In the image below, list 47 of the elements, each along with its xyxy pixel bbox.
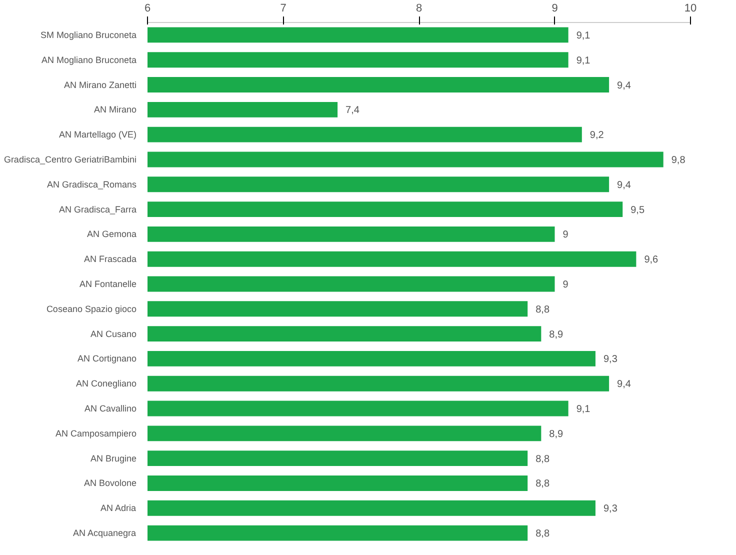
data-label: 9,1 [576,404,591,416]
y-tick-label: AN Brugine [90,453,137,464]
data-label: 9,3 [603,354,618,366]
data-label: 9,2 [590,130,604,142]
data-label: 8,8 [536,478,550,490]
x-tick-label: 8 [416,2,422,14]
y-tick-label: AN Frascada [84,254,137,264]
data-label: 8,8 [536,454,550,465]
data-label: 9,6 [644,254,659,266]
data-label: 8,8 [536,304,550,316]
y-tick-label: AN Acquanegra [72,528,136,538]
y-tick-label: AN Conegliano [76,378,137,389]
y-tick-label: AN Camposampiero [55,428,136,438]
data-label: 9,3 [603,504,618,515]
data-label: 9 [562,280,569,290]
data-label: 9,1 [576,55,591,66]
data-label: 9,8 [671,154,686,166]
y-tick-label: AN Mirano Zanetti [64,80,137,90]
data-label: 9,4 [617,180,632,191]
y-tick-label: AN Gemona [86,229,137,240]
y-tick-label: AN Fontanelle [79,279,137,289]
y-tick-label: Coseano Spazio gioco [46,304,136,314]
data-label: 9 [562,230,569,241]
y-tick-label: AN Gradisca_Farra [58,204,137,214]
y-tick-label: AN Bovolone [84,478,137,488]
y-tick-label: Gradisca_Centro GeriatriBambini [4,154,137,164]
x-tick-label: 7 [280,2,286,14]
y-tick-label: AN Cortignano [77,354,137,364]
x-tick-label: 10 [684,2,697,14]
y-tick-label: AN Martellago (VE) [58,130,137,140]
y-tick-label: AN Mogliano Bruconeta [41,54,137,65]
data-label: 9,4 [617,379,632,390]
y-tick-label: AN Cusano [90,328,137,339]
y-tick-label: SM Mogliano Bruconeta [40,30,137,40]
data-label: 9,4 [617,80,632,92]
y-tick-label: AN Gradisca_Romans [46,179,137,190]
x-tick-label: 9 [552,2,558,14]
x-tick-label: 6 [144,2,151,14]
y-tick-label: AN Mirano [94,104,137,115]
y-tick-label: AN Cavallino [84,404,137,414]
data-label: 8,8 [536,528,550,540]
data-label: 9,1 [576,30,591,42]
data-label: 8,9 [549,329,564,340]
data-label: 9,5 [630,204,645,216]
data-label: 7,4 [346,105,360,116]
data-label: 8,9 [549,428,564,440]
y-tick-label: AN Adria [100,503,136,514]
